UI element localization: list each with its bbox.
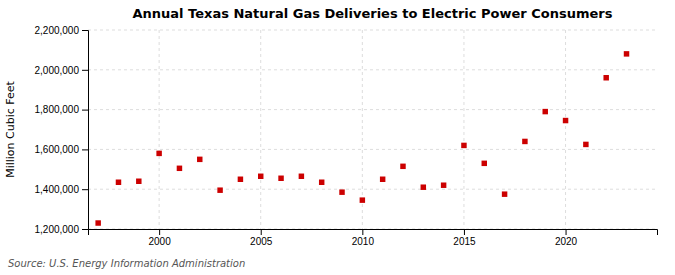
point <box>339 189 344 194</box>
point <box>522 139 527 144</box>
y-tick: 1,600,000 <box>35 144 89 155</box>
y-tick-mark <box>82 70 88 71</box>
grid-line-y <box>88 189 657 190</box>
grid-line-y <box>88 30 657 31</box>
x-tick-label: 2020 <box>555 236 578 247</box>
y-tick-label: 1,800,000 <box>35 104 80 115</box>
y-tick-label: 1,600,000 <box>35 144 80 155</box>
grid-line-x <box>159 30 160 229</box>
points <box>95 51 629 226</box>
point <box>258 174 263 179</box>
point <box>156 151 161 156</box>
x-tick: 2010 <box>352 229 375 247</box>
x-tick-mark <box>261 229 262 235</box>
point <box>441 182 446 187</box>
point <box>482 161 487 166</box>
x-tick-mark <box>566 229 567 235</box>
y-tick-label: 2,000,000 <box>35 65 80 76</box>
source: Source: U.S. Energy Information Administ… <box>8 258 245 269</box>
point <box>217 187 222 192</box>
y-tick: 2,200,000 <box>35 25 89 36</box>
point <box>177 166 182 171</box>
y-axis: 1,200,000 1,400,000 1,600,000 1,800,000 2,00… <box>35 25 89 235</box>
point <box>624 51 629 56</box>
y-tick-mark <box>82 189 88 190</box>
grid-line-y <box>88 109 657 110</box>
x-tick: 2015 <box>453 229 476 247</box>
point <box>360 197 365 202</box>
y-tick: 1,200,000 <box>35 224 89 235</box>
point <box>421 184 426 189</box>
y-tick-mark <box>82 30 88 31</box>
x-tick-label: 2000 <box>149 236 172 247</box>
x-tick: 2020 <box>555 229 578 247</box>
y-tick-label: 1,200,000 <box>35 224 80 235</box>
point <box>238 177 243 182</box>
point <box>136 179 141 184</box>
point <box>278 176 283 181</box>
point <box>603 75 608 80</box>
title: Annual Texas Natural Gas Deliveries to E… <box>132 6 612 21</box>
point <box>197 157 202 162</box>
y-tick: 1,800,000 <box>35 104 89 115</box>
x-tick-label: 2015 <box>453 236 476 247</box>
y-tick-label: 2,200,000 <box>35 25 80 36</box>
point <box>400 164 405 169</box>
x-tick-label: 2005 <box>250 236 273 247</box>
grid-line-x <box>565 30 566 229</box>
x-tick: 2005 <box>250 229 273 247</box>
y-tick: 1,400,000 <box>35 184 89 195</box>
point <box>502 191 507 196</box>
x-tick-mark <box>159 229 160 235</box>
grid-line-x <box>260 30 261 229</box>
point <box>95 220 100 225</box>
point <box>319 179 324 184</box>
x-tick: 2000 <box>149 229 172 247</box>
point <box>461 143 466 148</box>
point <box>380 177 385 182</box>
point <box>299 174 304 179</box>
x-axis: 2000 2005 2010 2015 2020 <box>89 229 658 247</box>
grid-line-y <box>88 69 657 70</box>
x-tick-mark <box>464 229 465 235</box>
plot: 200020052010201520201,200,0001,400,0001,… <box>35 25 658 247</box>
x-axis-line <box>89 230 658 236</box>
y-tick-mark <box>82 110 88 111</box>
y-tick: 2,000,000 <box>35 65 89 76</box>
point <box>542 109 547 114</box>
x-tick-mark <box>362 229 363 235</box>
y-axis-title: Million Cubic Feet <box>4 80 17 177</box>
point <box>116 179 121 184</box>
chart: 200020052010201520201,200,0001,400,0001,… <box>0 0 675 275</box>
grid-line-x <box>463 30 464 229</box>
x-tick-label: 2010 <box>352 236 375 247</box>
point <box>583 142 588 147</box>
grid <box>88 30 657 229</box>
y-tick-label: 1,400,000 <box>35 184 80 195</box>
y-tick-mark <box>82 229 88 230</box>
y-axis-line <box>82 31 89 230</box>
point <box>563 118 568 123</box>
y-tick-mark <box>82 149 88 150</box>
grid-line-y <box>88 149 657 150</box>
